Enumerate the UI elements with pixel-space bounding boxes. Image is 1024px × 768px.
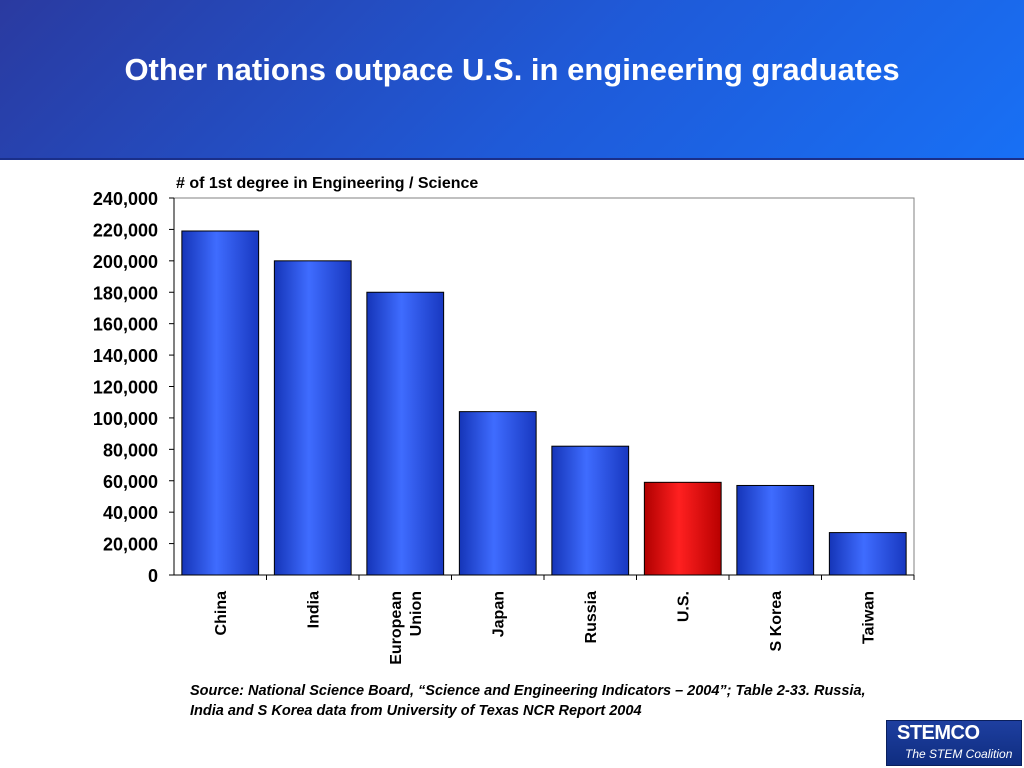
svg-text:Taiwan: Taiwan xyxy=(860,591,877,644)
x-tick-label: India xyxy=(305,591,322,628)
x-tick-label: European Union xyxy=(388,591,425,665)
y-tick-label: 120,000 xyxy=(93,378,158,398)
logo-name: STEMCO xyxy=(897,722,980,744)
x-tick-label: S Korea xyxy=(768,591,785,652)
y-tick-label: 40,000 xyxy=(103,503,158,523)
x-tick-label: U.S. xyxy=(675,591,692,622)
bar xyxy=(828,532,907,576)
bar xyxy=(181,230,260,576)
y-tick-label: 20,000 xyxy=(103,535,158,555)
svg-text:S Korea: S Korea xyxy=(768,591,785,652)
logo-tagline: The STEM Coalition xyxy=(905,747,1013,761)
svg-text:China: China xyxy=(213,591,230,636)
svg-text:Japan: Japan xyxy=(490,591,507,637)
bar xyxy=(458,411,537,576)
y-tick-label: 160,000 xyxy=(93,315,158,335)
y-tick-label: 80,000 xyxy=(103,440,158,460)
y-tick-label: 0 xyxy=(148,566,158,586)
x-tick-label: China xyxy=(213,591,230,636)
stemco-logo: STEMCO The STEM Coalition xyxy=(886,720,1022,766)
x-tick-label: Japan xyxy=(490,591,507,637)
bar xyxy=(736,484,815,576)
slide-header: Other nations outpace U.S. in engineerin… xyxy=(0,0,1024,160)
slide-title: Other nations outpace U.S. in engineerin… xyxy=(124,52,900,87)
x-tick-label: Russia xyxy=(583,591,600,644)
chart-title: # of 1st degree in Engineering / Science xyxy=(176,175,478,192)
x-tick-label: Taiwan xyxy=(860,591,877,644)
y-tick-label: 240,000 xyxy=(93,189,158,209)
svg-text:India: India xyxy=(305,591,322,628)
y-tick-label: 220,000 xyxy=(93,220,158,240)
header-divider xyxy=(0,158,1024,160)
y-tick-label: 60,000 xyxy=(103,472,158,492)
y-tick-label: 100,000 xyxy=(93,409,158,429)
bar xyxy=(551,445,630,576)
bar-chart: # of 1st degree in Engineering / Science… xyxy=(93,175,915,665)
y-tick-label: 140,000 xyxy=(93,346,158,366)
source-note: Source: National Science Board, “Science… xyxy=(190,683,866,719)
y-tick-label: 200,000 xyxy=(93,252,158,272)
bar xyxy=(366,291,445,576)
svg-text:U.S.: U.S. xyxy=(675,591,692,622)
svg-text:Russia: Russia xyxy=(583,591,600,644)
bar xyxy=(273,260,352,576)
y-tick-label: 180,000 xyxy=(93,283,158,303)
bar-highlight xyxy=(643,481,722,576)
